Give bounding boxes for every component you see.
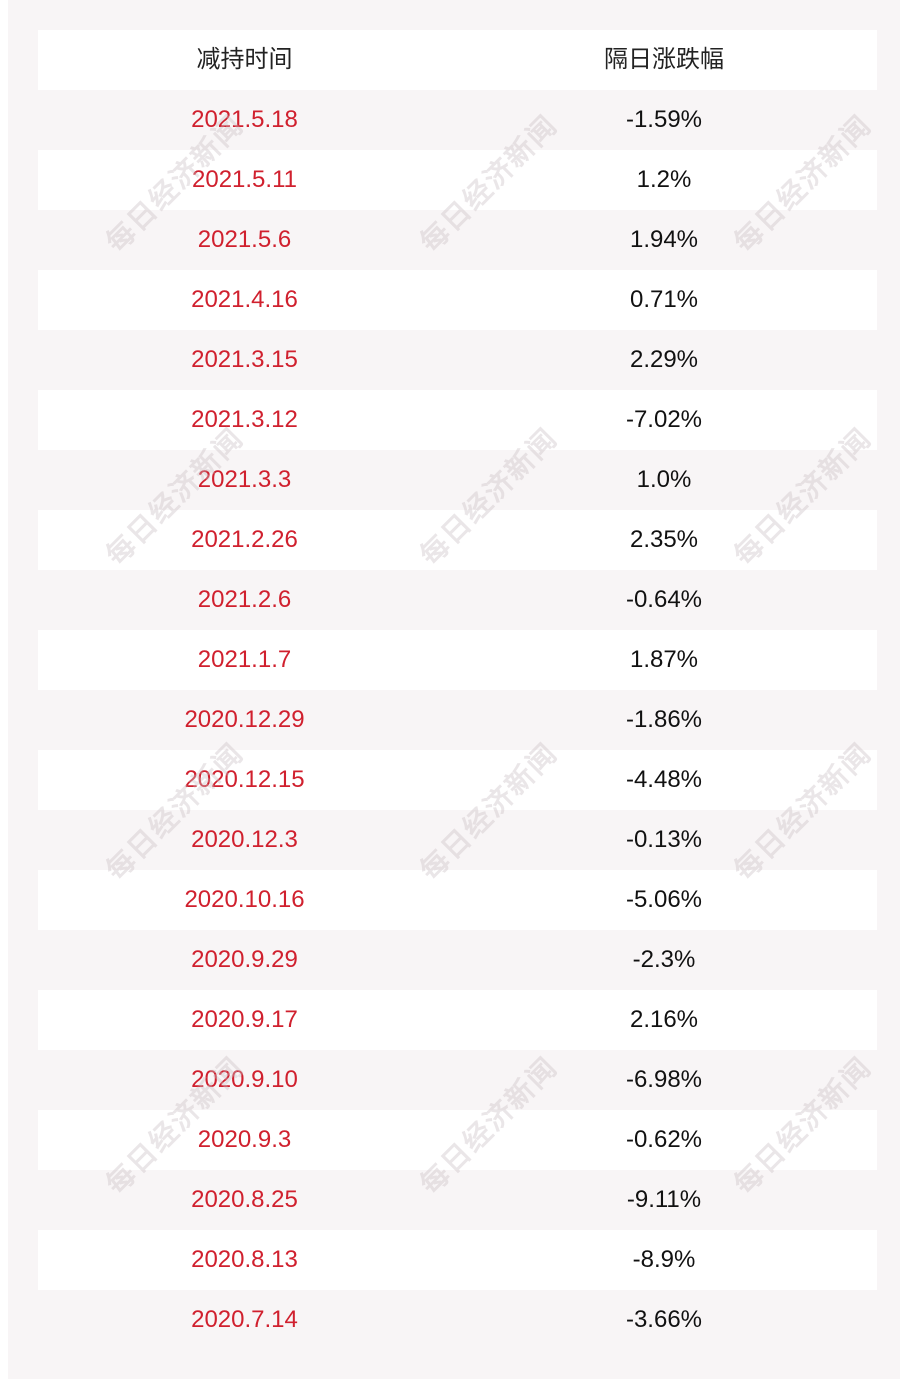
row-date: 2020.12.3 — [191, 826, 298, 853]
row-date: 2021.3.3 — [197, 466, 292, 493]
table-row: 2020.7.14 -3.66% — [38, 1290, 877, 1350]
row-date: 2021.4.16 — [191, 286, 298, 313]
row-change: 1.2% — [636, 166, 692, 193]
row-date: 2020.9.17 — [191, 1006, 298, 1033]
row-date: 2021.5.11 — [192, 166, 297, 193]
row-change: -4.48% — [625, 766, 703, 793]
row-date: 2021.3.15 — [191, 346, 298, 373]
row-date: 2020.10.16 — [184, 886, 305, 913]
row-change: -0.64% — [625, 586, 703, 613]
table-row: 2020.9.17 2.16% — [38, 990, 877, 1050]
table-row: 2020.9.10 -6.98% — [38, 1050, 877, 1110]
row-change: 1.87% — [629, 646, 699, 673]
row-date: 2020.8.25 — [191, 1186, 298, 1213]
header-change: 隔日涨跌幅 — [604, 46, 724, 73]
row-change: 2.35% — [629, 526, 699, 553]
table-row: 2021.3.3 1.0% — [38, 450, 877, 510]
table-row: 2021.5.11 1.2% — [38, 150, 877, 210]
row-date: 2021.5.6 — [197, 226, 292, 253]
row-change: 2.29% — [629, 346, 699, 373]
row-date: 2021.2.26 — [191, 526, 298, 553]
table-row: 2021.5.6 1.94% — [38, 210, 877, 270]
table-row: 2021.3.12 -7.02% — [38, 390, 877, 450]
row-change: -8.9% — [632, 1246, 696, 1273]
table-row: 2021.3.15 2.29% — [38, 330, 877, 390]
data-table: 减持时间 隔日涨跌幅 2021.5.18 -1.59% 2021.5.11 1.… — [38, 30, 877, 1350]
row-change: -0.13% — [625, 826, 703, 853]
table-row: 2020.8.13 -8.9% — [38, 1230, 877, 1290]
table-row: 2021.5.18 -1.59% — [38, 90, 877, 150]
table-row: 2021.1.7 1.87% — [38, 630, 877, 690]
table-row: 2020.12.3 -0.13% — [38, 810, 877, 870]
row-date: 2020.12.15 — [184, 766, 305, 793]
row-date: 2021.3.12 — [191, 406, 298, 433]
row-change: -6.98% — [625, 1066, 703, 1093]
table-row: 2021.2.6 -0.64% — [38, 570, 877, 630]
row-change: -1.59% — [625, 106, 703, 133]
row-date: 2020.9.3 — [197, 1126, 292, 1153]
row-change: -0.62% — [625, 1126, 703, 1153]
row-date: 2020.7.14 — [191, 1306, 298, 1333]
row-change: -3.66% — [625, 1306, 703, 1333]
row-date: 2021.2.6 — [197, 586, 292, 613]
row-change: -7.02% — [625, 406, 703, 433]
row-date: 2020.9.10 — [191, 1066, 298, 1093]
table-row: 2021.2.26 2.35% — [38, 510, 877, 570]
table-header-row: 减持时间 隔日涨跌幅 — [38, 30, 877, 90]
table-row: 2020.9.3 -0.62% — [38, 1110, 877, 1170]
row-change: -5.06% — [625, 886, 703, 913]
row-change: 1.0% — [636, 466, 692, 493]
row-change: -9.11% — [626, 1186, 702, 1213]
row-date: 2021.1.7 — [197, 646, 292, 673]
table-row: 2020.12.29 -1.86% — [38, 690, 877, 750]
row-date: 2020.8.13 — [191, 1246, 298, 1273]
row-change: 1.94% — [629, 226, 699, 253]
row-change: -2.3% — [632, 946, 696, 973]
table-row: 2021.4.16 0.71% — [38, 270, 877, 330]
table-row: 2020.10.16 -5.06% — [38, 870, 877, 930]
row-date: 2021.5.18 — [191, 106, 298, 133]
row-date: 2020.9.29 — [191, 946, 298, 973]
header-date: 减持时间 — [196, 46, 293, 73]
row-change: -1.86% — [625, 706, 703, 733]
row-change: 2.16% — [629, 1006, 699, 1033]
table-row: 2020.9.29 -2.3% — [38, 930, 877, 990]
row-date: 2020.12.29 — [184, 706, 305, 733]
table-row: 2020.12.15 -4.48% — [38, 750, 877, 810]
row-change: 0.71% — [629, 286, 699, 313]
table-row: 2020.8.25 -9.11% — [38, 1170, 877, 1230]
